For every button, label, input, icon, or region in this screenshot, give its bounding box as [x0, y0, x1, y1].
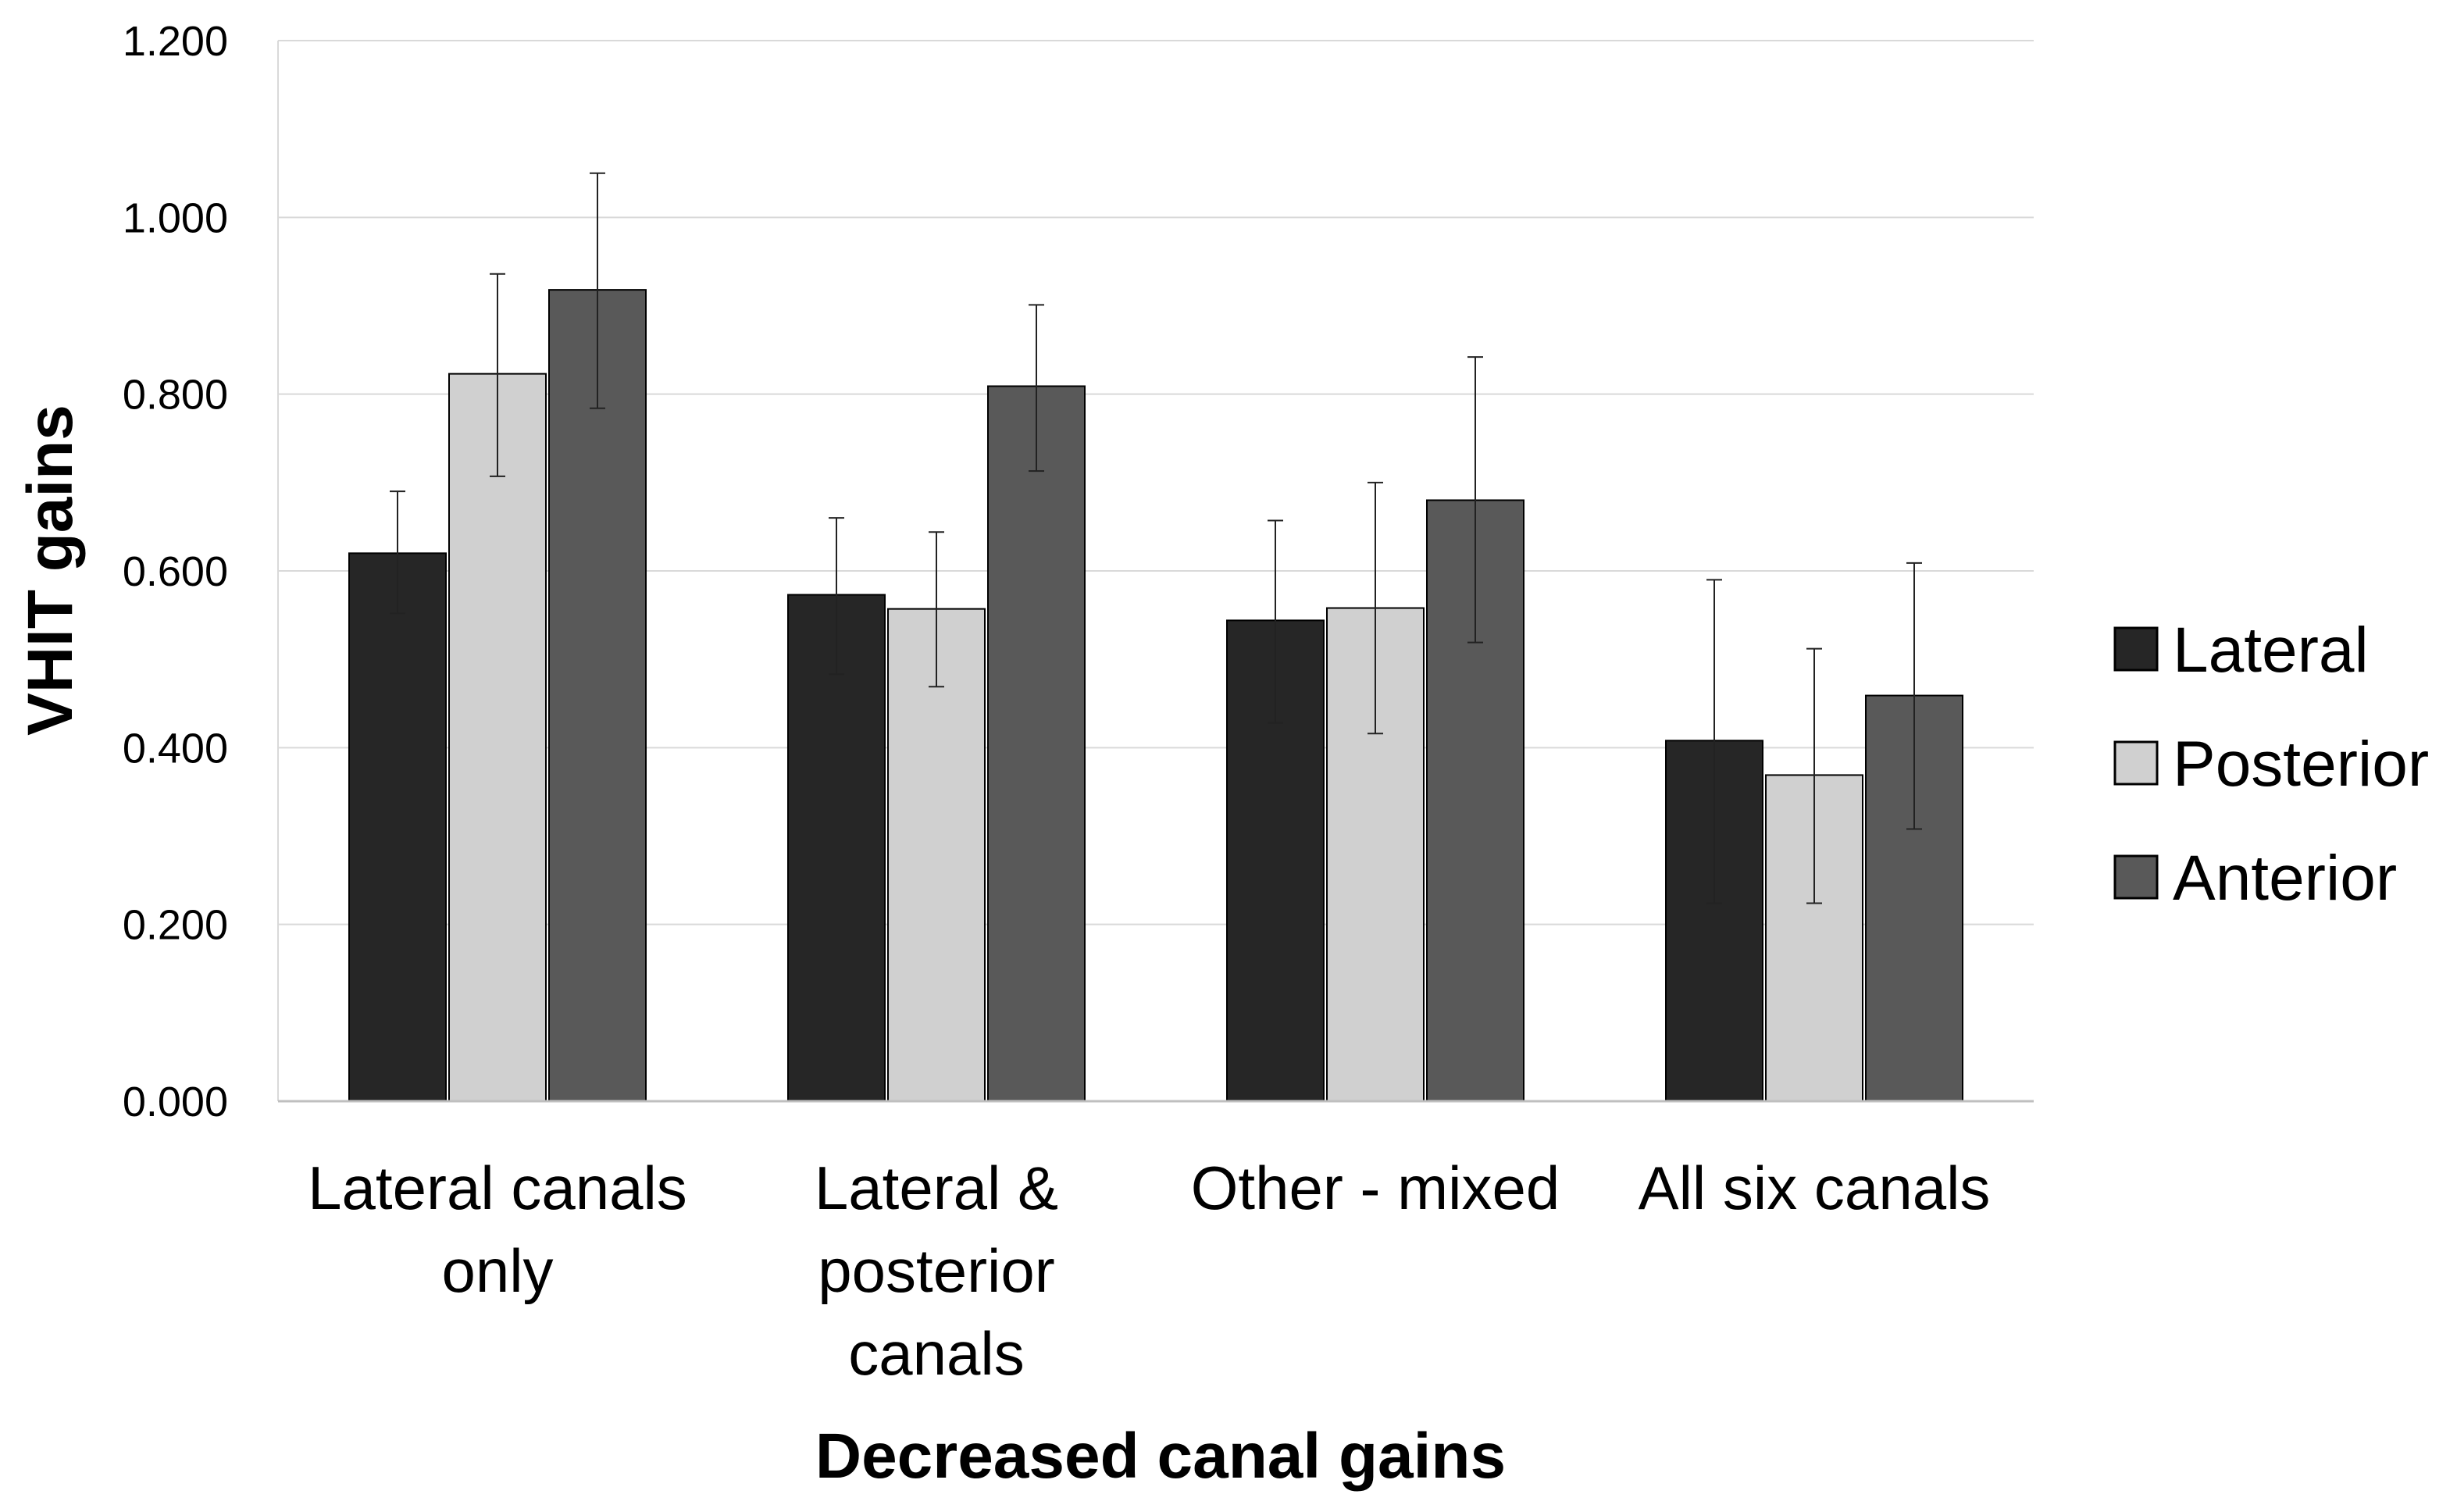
bar-anterior-0 — [548, 289, 647, 1102]
legend-label-posterior: Posterior — [2173, 729, 2429, 800]
x-tick-line: Lateral canals — [308, 1154, 687, 1222]
x-tick-line: posterior — [818, 1236, 1054, 1305]
x-axis-title: Decreased canal gains — [815, 1421, 1506, 1492]
x-tick-line: Lateral & — [815, 1154, 1058, 1222]
x-tick-label: Lateral canals only — [308, 1154, 687, 1305]
x-tick-label: Lateral & posterior canals — [815, 1154, 1058, 1388]
y-tick-label: 0.800 — [123, 372, 228, 419]
x-tick-label: Other - mixed — [1191, 1154, 1560, 1222]
y-axis-title: VHIT gains — [15, 405, 86, 736]
bars — [348, 289, 1963, 1103]
y-tick-label: 0.400 — [123, 725, 228, 772]
legend-swatch-posterior — [2113, 740, 2159, 786]
x-tick-line: only — [441, 1236, 553, 1305]
bar-lateral-0 — [348, 552, 447, 1102]
x-tick-line: Other - mixed — [1191, 1154, 1560, 1222]
x-tick-labels: Lateral canals only Lateral & posterior cana… — [308, 1154, 1990, 1388]
x-tick-line: canals — [848, 1319, 1024, 1388]
legend-label-anterior: Anterior — [2173, 843, 2397, 914]
legend: Lateral Posterior Anterior — [2113, 615, 2429, 914]
y-tick-label: 0.200 — [123, 902, 228, 949]
y-tick-label: 1.200 — [123, 18, 228, 65]
x-tick-label: All six canals — [1639, 1154, 1991, 1222]
error-bars — [390, 172, 1922, 904]
bar-posterior-0 — [448, 373, 547, 1103]
y-tick-label: 0.000 — [123, 1079, 228, 1125]
legend-label-lateral: Lateral — [2173, 615, 2369, 686]
y-tick-label: 1.000 — [123, 194, 228, 241]
y-tick-label: 0.600 — [123, 548, 228, 595]
bar-anterior-1 — [987, 385, 1086, 1102]
y-tick-labels: 0.000 0.200 0.400 0.600 0.800 1.000 1.200 — [123, 18, 228, 1125]
axes — [277, 41, 2034, 1103]
x-tick-line: All six canals — [1639, 1154, 1991, 1222]
legend-swatch-lateral — [2113, 626, 2159, 672]
legend-swatch-anterior — [2113, 854, 2159, 900]
